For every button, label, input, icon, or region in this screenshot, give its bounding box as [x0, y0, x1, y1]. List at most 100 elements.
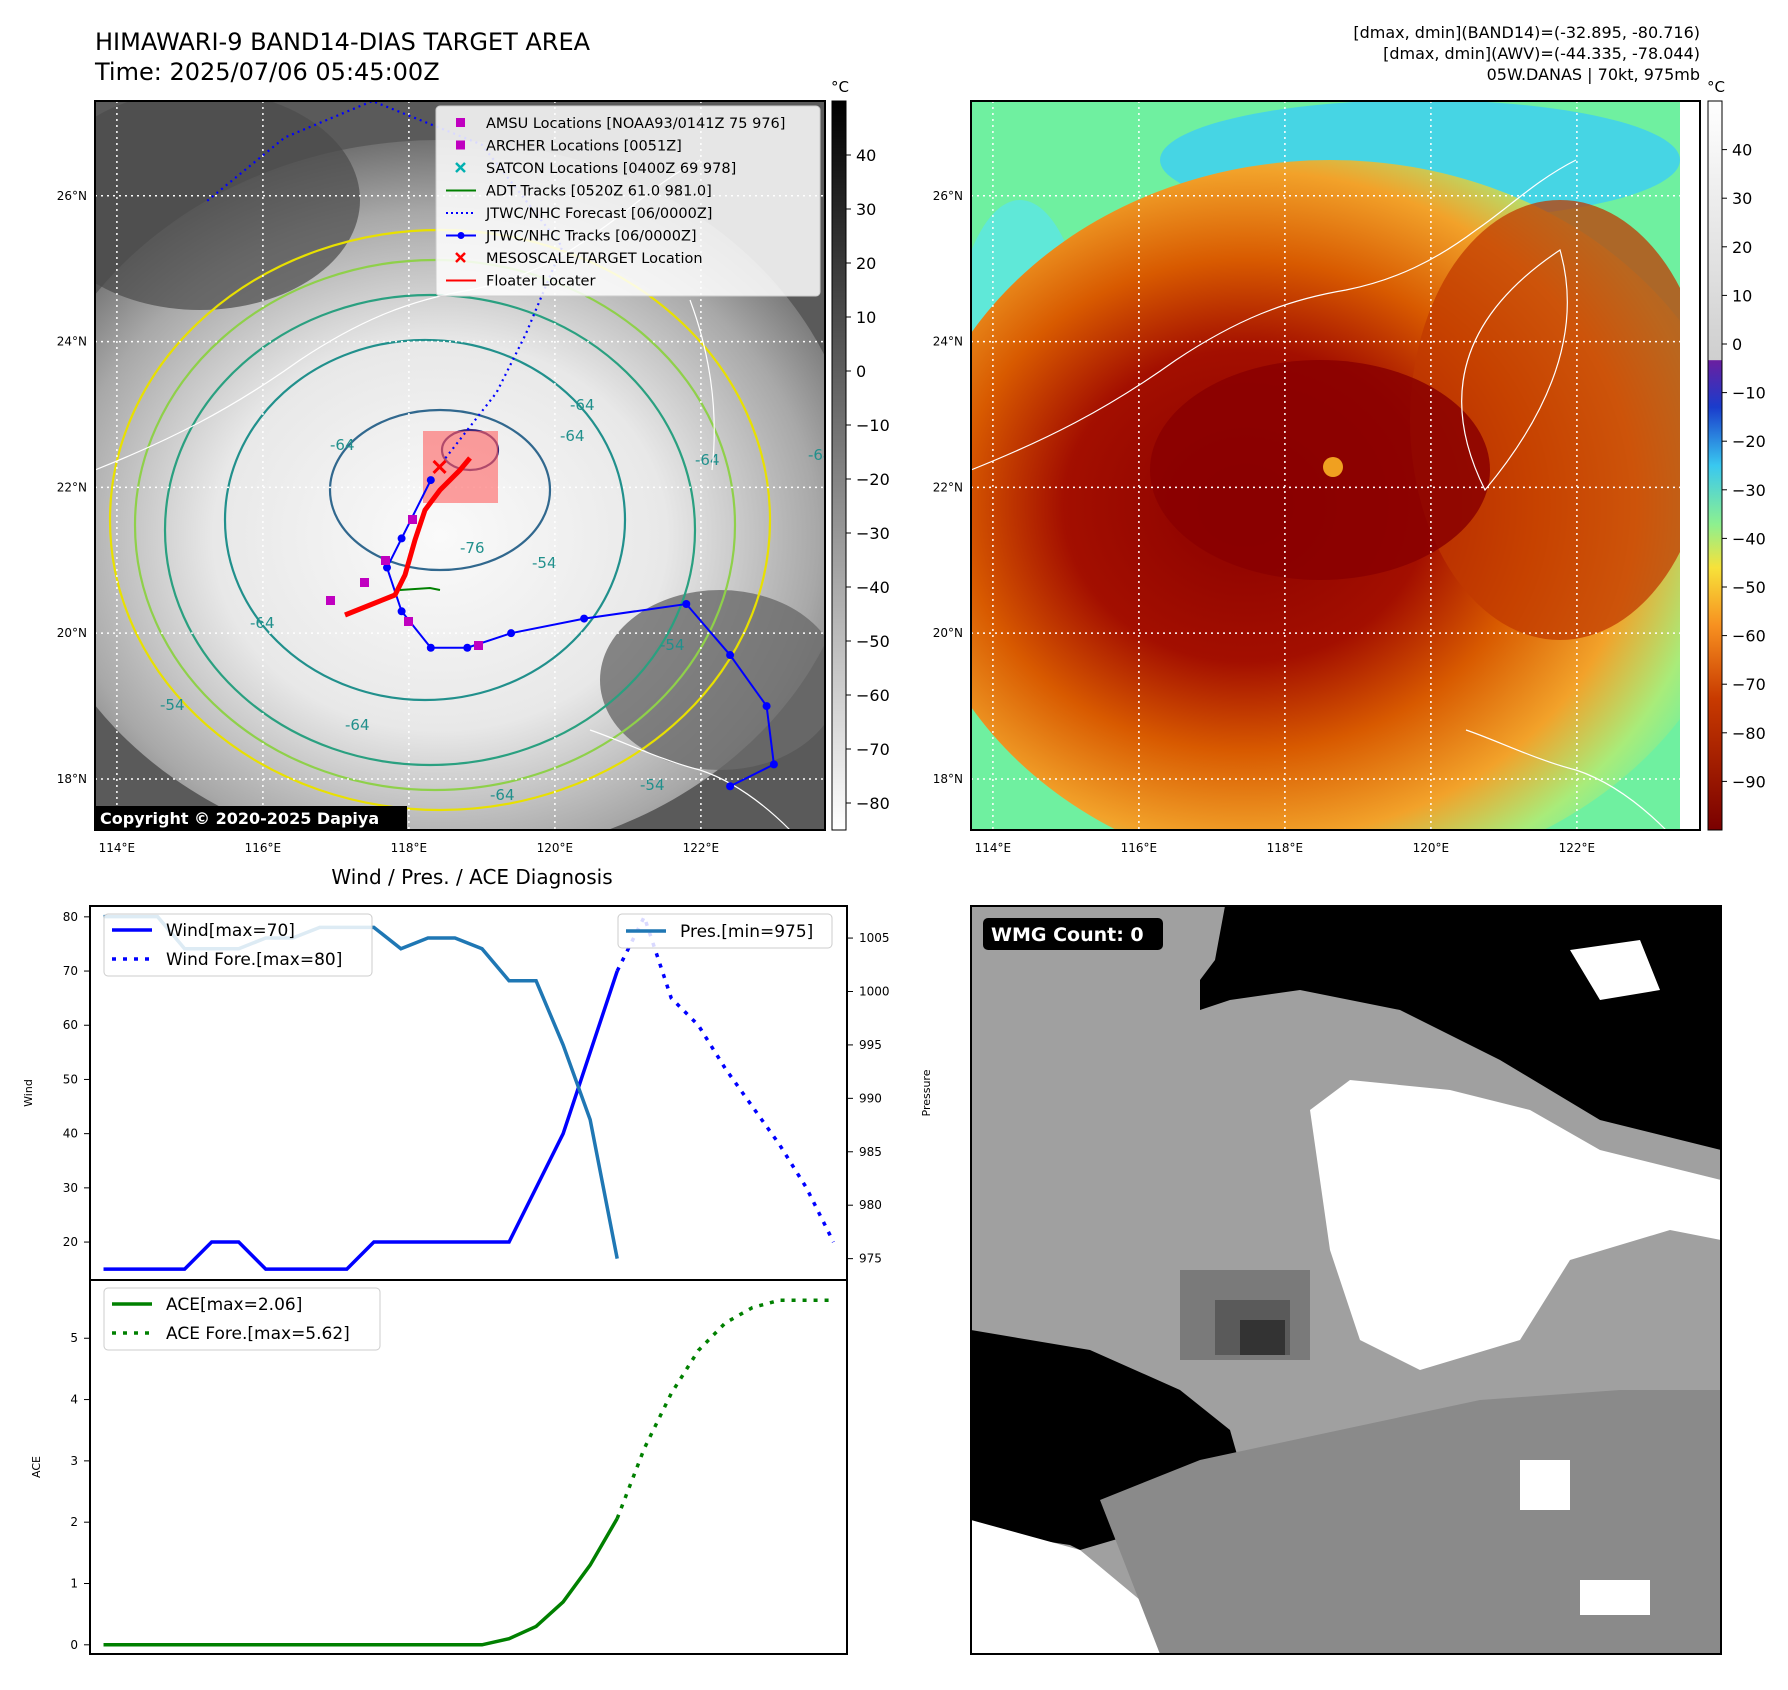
map-enhanced-lat-ticks: 26°N 24°N 22°N 20°N 18°N: [933, 189, 963, 786]
lon-tick-label: 122°E: [683, 841, 720, 855]
lat-tick-label: 26°N: [57, 189, 87, 203]
floater-locater-track: [344, 456, 472, 618]
target-x-stroke: [432, 459, 447, 475]
target-location-marker: [432, 459, 447, 475]
pressure-y-ticks: 975 980 985 990 995 1000 1005: [847, 931, 890, 1266]
lon-tick-label: 120°E: [1413, 841, 1450, 855]
track-point: [426, 476, 435, 485]
colorbar-tick-label: −50: [1732, 578, 1766, 597]
colorbar-tick-label: 30: [856, 200, 876, 219]
wmg-white-spot: [1580, 1580, 1650, 1615]
y-right-tick-label: 980: [859, 1198, 882, 1212]
lon-tick-label: 118°E: [1267, 841, 1304, 855]
map-ir-panel: -64-76-64-64-64-54-64-54-54-64-54-64-64: [57, 78, 890, 855]
ace-y-label: ACE: [30, 1456, 43, 1478]
lat-tick-label: 26°N: [933, 189, 963, 203]
amsu-point: [381, 556, 390, 565]
y-tick-label: 40: [63, 1127, 78, 1141]
y-tick-label: 2: [70, 1515, 78, 1529]
copyright-badge: [95, 806, 407, 830]
y-right-tick-label: 1000: [859, 984, 890, 998]
track-point: [682, 600, 691, 609]
contour-label: -64: [560, 427, 585, 445]
wmg-white-southwest: [971, 1520, 1160, 1654]
map-enhanced-gridlines: [971, 101, 1700, 830]
wind-legend: Wind[max=70] Wind Fore.[max=80]: [103, 913, 373, 977]
track-point: [383, 563, 391, 572]
y-tick-label: 20: [63, 1235, 78, 1249]
lon-tick-label: 114°E: [975, 841, 1012, 855]
lon-tick-label: 120°E: [537, 841, 574, 855]
contour-label: -64: [490, 786, 515, 804]
legend-marker: [456, 140, 465, 150]
legend-label: SATCON Locations [0400Z 69 978]: [486, 161, 736, 177]
jtwc-forecast: [203, 101, 564, 459]
map-ir-clear-patch-north: [95, 101, 360, 310]
track-point: [397, 534, 406, 543]
map-ir-lon-ticks: 114°E 116°E 118°E 120°E 122°E: [99, 841, 720, 855]
y-right-tick-label: 985: [859, 1145, 882, 1159]
coastline-luzon-2: [1465, 729, 1667, 830]
lat-tick-label: 24°N: [933, 335, 963, 349]
amsu-point: [360, 578, 369, 587]
contour-label: -64: [808, 446, 833, 464]
map-enhanced-east-band: [1410, 200, 1700, 640]
legend-marker: [455, 252, 466, 263]
legend-label: ARCHER Locations [0051Z]: [486, 139, 682, 155]
amsu-archer-points: [326, 515, 483, 650]
ace-chart-series: [103, 1298, 834, 1647]
ace-y-ticks: 0 1 2 3 4 5: [70, 1331, 90, 1652]
map-legend: AMSU Locations [NOAA93/0141Z 75 976] ARCH…: [435, 105, 821, 297]
contour-label: -64: [330, 436, 355, 454]
colorbar-tick-label: 30: [1732, 189, 1752, 208]
y-tick-label: 60: [63, 1018, 78, 1032]
colorbar-tick-label: −30: [1732, 481, 1766, 500]
coastline-taiwan-2: [1461, 249, 1568, 492]
wind-fore-legend-label: Wind Fore.[max=80]: [166, 950, 342, 970]
coastline-china-2: [971, 159, 1577, 471]
y-tick-label: 3: [70, 1454, 78, 1468]
lat-tick-label: 22°N: [57, 480, 87, 494]
info-awv-range: [dmax, dmin](AWV)=(-44.335, -78.044): [1383, 44, 1700, 63]
colorbar-tick-label: −70: [1732, 675, 1766, 694]
contour-blue: [328, 408, 552, 572]
legend-label: ADT Tracks [0520Z 61.0 981.0]: [486, 184, 712, 200]
track-point: [397, 607, 406, 616]
adt-track: [399, 586, 441, 591]
jtwc-track-points: [383, 476, 778, 791]
wmg-frame: [970, 905, 1722, 1655]
colorbar-tick-label: −70: [856, 740, 890, 759]
map-ir-clear-patch: [600, 590, 825, 770]
diagnosis-title: Wind / Pres. / ACE Diagnosis: [331, 865, 612, 889]
colorbar-tick-label: 10: [1732, 286, 1752, 305]
wmg-count-badge: [983, 918, 1163, 950]
track-point: [769, 760, 778, 769]
colorbar-tick-label: −80: [1732, 724, 1766, 743]
contour-label: -54: [640, 776, 665, 794]
colorbar-tick-label: 0: [856, 362, 866, 381]
contour-label: -76: [460, 539, 485, 557]
coastline-taiwan: [689, 299, 715, 471]
contour-label: -54: [660, 636, 685, 654]
legend-label: MESOSCALE/TARGET Location: [486, 251, 703, 267]
wind-legend-label: Wind[max=70]: [166, 921, 295, 941]
ace-legend-label: ACE[max=2.06]: [166, 1295, 302, 1315]
y-tick-label: 5: [70, 1331, 78, 1345]
map-enhanced-nodata: [1680, 101, 1700, 830]
y-tick-label: 50: [63, 1072, 78, 1086]
colorbar-tick-label: 0: [1732, 335, 1742, 354]
ace-fore-legend-label: ACE Fore.[max=5.62]: [166, 1324, 350, 1344]
contour-label: -64: [345, 716, 370, 734]
legend-marker: [455, 162, 466, 173]
figure-title: HIMAWARI-9 BAND14-DIAS TARGET AREA: [95, 28, 591, 56]
colorbar-tick-label: −50: [856, 632, 890, 651]
ace-chart: 0 1 2 3 4 5 ACE ACE[max=2.06] ACE Fore.[max=5…: [30, 1279, 848, 1655]
colorbar-tick-label: −80: [856, 794, 890, 813]
colorbar-tick-label: −30: [856, 524, 890, 543]
contour-teal: [163, 293, 697, 767]
legend-label: JTWC/NHC Tracks [06/0000Z]: [485, 229, 697, 245]
amsu-point: [326, 596, 335, 605]
y-tick-label: 30: [63, 1181, 78, 1195]
colorbar-tick-label: −60: [1732, 627, 1766, 646]
